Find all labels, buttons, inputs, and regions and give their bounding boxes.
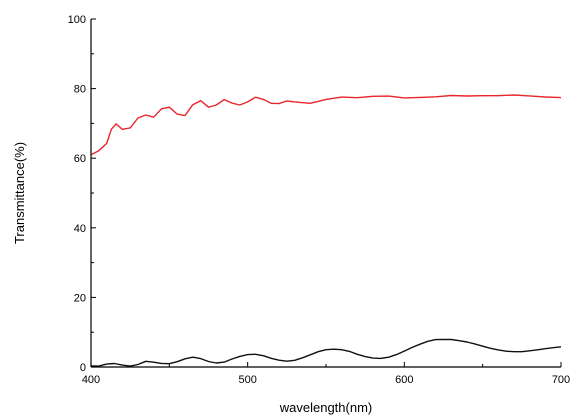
y-tick-label: 60 [74,153,86,165]
axes-layer [90,19,561,368]
x-tick-label: 600 [395,374,413,386]
x-tick-label: 700 [552,374,570,386]
y-tick-label: 0 [80,362,86,374]
y-tick-label: 40 [74,223,86,235]
x-tick-label: 400 [82,374,100,386]
y-tick-label: 100 [68,14,86,26]
y-axis-ticks: 0 20 40 60 80 100 [68,14,96,374]
x-axis-title: wavelength(nm) [279,400,373,415]
series-layer [90,94,562,367]
x-axis-ticks: 400 500 600 700 [82,362,570,386]
y-axis-title: Transmittance(%) [12,142,27,244]
series-line-2 [90,338,562,367]
y-tick-label: 20 [74,292,86,304]
y-tick-label: 80 [74,84,86,96]
series-line-1 [90,94,562,156]
x-tick-label: 500 [238,374,256,386]
